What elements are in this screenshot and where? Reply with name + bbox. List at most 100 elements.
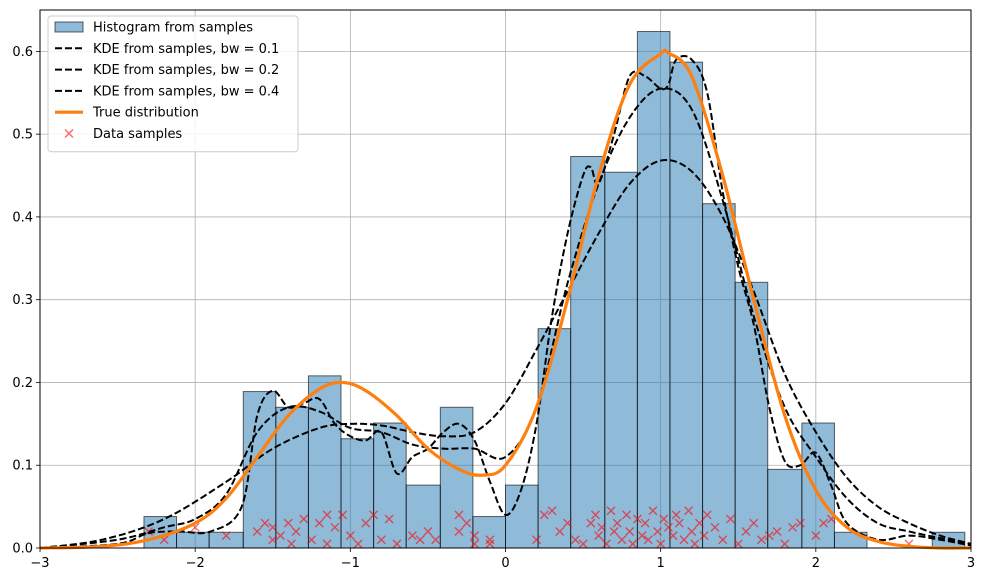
data-sample-point xyxy=(710,522,720,532)
data-sample-point xyxy=(718,535,728,545)
data-sample-point xyxy=(322,539,332,549)
data-sample-point xyxy=(431,535,441,545)
legend-handle-samples xyxy=(64,129,74,138)
data-sample-point xyxy=(485,535,495,545)
data-sample-point xyxy=(733,539,743,549)
legend-box xyxy=(47,15,299,153)
legend-label: True distribution xyxy=(92,106,199,121)
data-sample-point xyxy=(671,510,681,520)
data-sample-point xyxy=(322,510,332,520)
data-sample-point xyxy=(369,510,379,520)
x-tick-label: 3 xyxy=(967,556,975,571)
kde-line-2 xyxy=(39,87,972,549)
data-sample-point xyxy=(591,510,600,520)
legend: Histogram from samples KDE from samples, … xyxy=(47,15,299,153)
data-sample-point xyxy=(307,535,317,545)
data-sample-point xyxy=(674,518,684,528)
series-lines xyxy=(39,48,972,550)
histogram-bar xyxy=(767,468,803,549)
histogram-bar xyxy=(505,484,539,549)
histogram-bar xyxy=(537,328,572,549)
data-sample-point xyxy=(694,518,704,528)
kde-line-1 xyxy=(39,55,972,549)
data-sample-point xyxy=(454,526,464,536)
data-sample-point xyxy=(268,535,278,545)
data-sample-point xyxy=(376,535,386,545)
data-sample-point xyxy=(291,526,301,536)
histogram-bar xyxy=(275,406,309,549)
histogram-bars xyxy=(143,31,966,549)
data-sample-point xyxy=(547,506,557,516)
legend-handle-histogram xyxy=(54,21,84,33)
x-axis-ticks: −3 −2 −1 0 1 2 3 xyxy=(30,548,975,571)
data-sample-point xyxy=(622,510,632,520)
histogram-bar xyxy=(439,406,474,549)
data-sample-point xyxy=(643,535,653,545)
data-sample-point xyxy=(757,535,767,545)
data-sample-point xyxy=(606,506,616,516)
y-tick-label: 0.3 xyxy=(12,293,33,308)
data-sample-point xyxy=(532,535,542,545)
histogram-bar xyxy=(669,61,704,549)
data-sample-point xyxy=(353,539,363,549)
data-sample-point xyxy=(653,526,663,536)
data-sample-point xyxy=(392,539,402,549)
data-sample-point xyxy=(563,518,573,528)
x-tick-label: −1 xyxy=(341,556,360,571)
data-sample-point xyxy=(539,510,549,520)
histogram-bar xyxy=(307,375,342,549)
legend-label: KDE from samples, bw = 0.1 xyxy=(93,42,279,57)
data-sample-point xyxy=(749,518,759,528)
histogram-bar xyxy=(734,281,769,549)
data-sample-point xyxy=(679,535,689,545)
data-sample-point xyxy=(555,526,565,536)
data-sample-point xyxy=(570,535,580,545)
data-sample-point xyxy=(699,531,709,541)
data-sample-point xyxy=(612,518,622,528)
data-sample-point xyxy=(684,506,694,516)
data-sample-point xyxy=(384,514,394,524)
data-sample-point xyxy=(632,514,642,524)
data-sample-point xyxy=(423,526,433,536)
data-sample-point xyxy=(586,518,596,528)
data-sample-point xyxy=(609,526,619,536)
data-sample-point xyxy=(578,539,588,549)
data-sample-point xyxy=(361,518,371,528)
data-sample-point xyxy=(469,539,479,549)
data-sample-point xyxy=(780,539,790,549)
data-sample-point xyxy=(276,531,286,541)
legend-label: KDE from samples, bw = 0.2 xyxy=(93,63,279,78)
y-tick-label: 0.0 xyxy=(12,542,33,557)
data-sample-point xyxy=(601,539,611,549)
data-sample-point xyxy=(345,531,355,541)
data-sample-point xyxy=(811,531,821,541)
data-sample-point xyxy=(637,531,647,541)
histogram-bar xyxy=(176,531,210,549)
data-sample-point xyxy=(286,539,296,549)
x-tick-label: 2 xyxy=(812,556,820,571)
data-sample-point xyxy=(663,522,673,532)
y-tick-label: 0.2 xyxy=(12,376,33,391)
data-sample-point xyxy=(299,514,309,524)
legend-label: KDE from samples, bw = 0.4 xyxy=(93,84,279,99)
histogram-bar xyxy=(340,438,375,549)
x-tick-label: 0 xyxy=(501,556,509,571)
histogram-bar xyxy=(702,203,736,549)
data-sample-point xyxy=(659,514,669,524)
histogram-bar xyxy=(636,31,671,549)
data-sample-point xyxy=(687,526,697,536)
data-sample-point xyxy=(741,526,751,536)
legend-label: Data samples xyxy=(93,127,182,142)
legend-label: Histogram from samples xyxy=(93,21,253,36)
data-sample-point xyxy=(268,522,278,532)
data-sample-point xyxy=(625,526,635,536)
data-sample-point xyxy=(795,518,805,528)
grid xyxy=(39,10,972,549)
histogram-bar xyxy=(801,422,835,549)
data-sample-point xyxy=(725,514,735,524)
data-sample-point xyxy=(648,506,658,516)
data-sample-point xyxy=(485,539,495,549)
data-sample-point xyxy=(330,522,340,532)
data-sample-point xyxy=(469,531,479,541)
